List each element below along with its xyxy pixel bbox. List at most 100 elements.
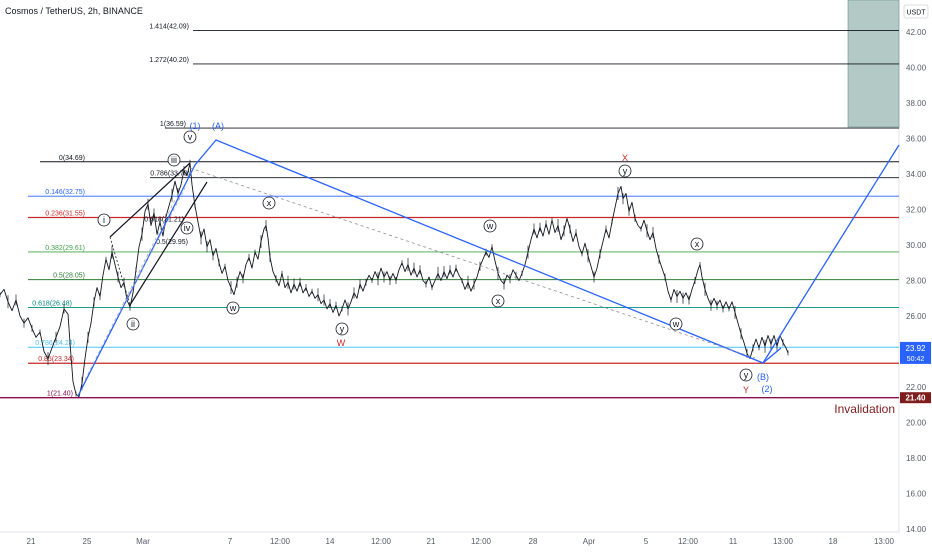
fib-label-12: 0.786(24.24) — [35, 340, 75, 347]
low-price-value: 21.40 — [905, 394, 926, 403]
wave-circle-2 — [97, 213, 111, 227]
fib-label-13: 0.85(23.34) — [38, 356, 74, 363]
wave-circle-11 — [491, 294, 505, 308]
wave-circle-13 — [690, 237, 704, 251]
fib-label-4: 0.786(33.79) — [150, 171, 190, 178]
wave-label-21: Y — [743, 385, 749, 395]
y-tick-12: 18.00 — [906, 454, 927, 463]
fib-label-0: 1.414(42.09) — [149, 23, 189, 30]
last-price-value: 23.92 — [905, 344, 926, 353]
x-tick-15: 18 — [829, 537, 838, 546]
wave-label-13: x — [695, 239, 700, 249]
wave-label-7: w — [229, 303, 237, 313]
last-price-tag — [900, 341, 931, 364]
wave-circle-7 — [226, 301, 240, 315]
symbol-title: Cosmos / TetherUS, 2h, BINANCE — [5, 6, 143, 16]
x-tick-0: 21 — [27, 537, 36, 546]
price-axis[interactable] — [899, 0, 932, 550]
wave-label-0: (1) — [190, 121, 201, 131]
wave-circle-12 — [483, 219, 497, 233]
x-tick-7: 21 — [427, 537, 436, 546]
fib-label-11: 0.618(26.48) — [32, 300, 72, 307]
x-tick-9: 28 — [529, 537, 538, 546]
fib-label-9: 0.382(29.61) — [45, 245, 85, 252]
y-tick-11: 20.00 — [906, 419, 927, 428]
drawings-group — [77, 139, 900, 397]
wave-label-3: ii — [131, 319, 135, 329]
x-tick-8: 12:00 — [471, 537, 492, 546]
x-tick-1: 25 — [83, 537, 92, 546]
x-ticks-group: 21 25 Mar 7 12:00 14 12:00 21 12:00 28 Apr 5 12:00 11… — [27, 537, 895, 546]
x-tick-4: 12:00 — [270, 537, 291, 546]
channel-upper-line — [109, 162, 191, 238]
x-tick-14: 13:00 — [773, 537, 794, 546]
x-tick-10: Apr — [583, 537, 596, 546]
x-tick-2: Mar — [136, 537, 150, 546]
wave-circle-14 — [618, 164, 632, 178]
currency-box[interactable] — [903, 4, 929, 19]
x-tick-3: 7 — [228, 537, 233, 546]
x-tick-16: 13:00 — [874, 537, 895, 546]
y-tick-7: 28.00 — [906, 277, 927, 286]
wave-label-16: w — [672, 319, 680, 329]
y-tick-10: 22.00 — [906, 383, 927, 392]
x-tick-13: 11 — [729, 537, 738, 546]
y-tick-6: 30.00 — [906, 241, 927, 250]
wave-circle-3 — [126, 317, 140, 331]
fib-label-8: 0.5(29.95) — [156, 239, 188, 246]
fib-label-6: 0.236(31.55) — [45, 210, 85, 217]
invalidation-label: Invalidation — [834, 402, 895, 416]
y-tick-13: 16.00 — [906, 490, 927, 499]
fib-levels-group: 1.414(42.09) 1.272(40.20) 1(36.59) 0(34.69)… — [0, 23, 899, 399]
wave-label-8: x — [267, 198, 272, 208]
fib-label-5: 0.146(32.75) — [45, 189, 85, 196]
wave-label-6: v — [188, 132, 193, 142]
price-series-group — [0, 159, 789, 398]
x-tick-11: 5 — [644, 537, 649, 546]
wave-circle-4 — [167, 153, 181, 167]
low-price-tag — [900, 392, 931, 404]
fib-label-10: 0.5(28.05) — [53, 273, 85, 280]
wave-circle-16 — [669, 317, 683, 331]
wave-label-18: y — [744, 370, 749, 380]
wave-label-14: y — [623, 166, 628, 176]
projection-line — [762, 144, 900, 364]
channel-lower-line — [129, 181, 208, 306]
y-tick-0: 42.00 — [906, 28, 927, 37]
x-tick-5: 14 — [326, 537, 335, 546]
y-tick-4: 34.00 — [906, 170, 927, 179]
wave-circle-5 — [180, 221, 194, 235]
y-tick-14: 14.00 — [906, 525, 927, 534]
wave-label-2: i — [103, 215, 105, 225]
plot-area[interactable] — [0, 0, 899, 532]
wave-label-1: (A) — [212, 121, 224, 131]
wave-label-11: x — [496, 296, 501, 306]
wave-label-4: iii — [171, 155, 177, 165]
wave-label-19: (B) — [757, 372, 769, 382]
bar-countdown: 50:42 — [907, 356, 925, 363]
y-tick-2: 38.00 — [906, 99, 927, 108]
fib-label-7: 0.618(31.21) — [144, 217, 184, 224]
wave-label-9: y — [340, 324, 345, 334]
wave-label-15: X — [622, 153, 628, 163]
wave-circle-9 — [335, 322, 349, 336]
fib-label-1: 1.272(40.20) — [149, 57, 189, 64]
fib-label-14: 1(21.40) — [47, 391, 73, 398]
wave-circle-8 — [262, 196, 276, 210]
wave-circle-6 — [183, 130, 197, 144]
wave-label-10: W — [337, 338, 346, 348]
currency-label: USDT — [906, 10, 926, 17]
wave-label-5: iv — [184, 223, 191, 233]
fib-label-2: 1(36.59) — [160, 121, 186, 128]
fib-label-3: 0(34.69) — [59, 155, 85, 162]
y-tick-5: 32.00 — [906, 206, 927, 215]
y-tick-3: 36.00 — [906, 135, 927, 144]
x-tick-12: 12:00 — [678, 537, 699, 546]
y-ticks-group: 42.00 40.00 38.00 36.00 34.00 32.00 30.00 28.00… — [906, 28, 927, 534]
y-tick-1: 40.00 — [906, 64, 927, 73]
wave-circle-18 — [739, 368, 753, 382]
dashed-support-line-2 — [119, 187, 186, 313]
x-tick-6: 12:00 — [371, 537, 392, 546]
